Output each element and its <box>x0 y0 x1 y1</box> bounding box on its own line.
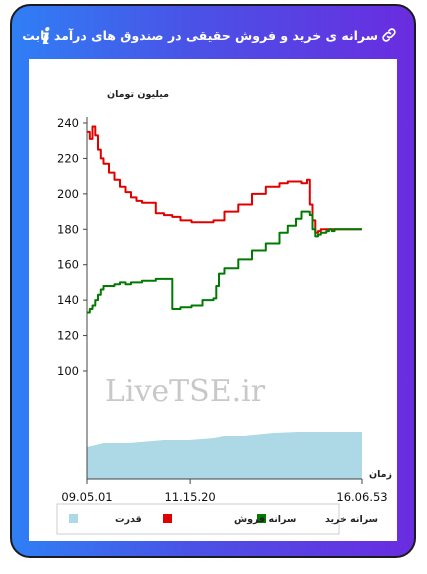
legend-label-buy[interactable]: سرانه خرید <box>325 514 378 525</box>
x-ticks: 09.05.01 11.15.20 16.06.53 <box>61 479 388 504</box>
y-tick-label: 200 <box>57 187 79 201</box>
y-ticks: 100 120 140 160 180 200 220 240 <box>57 116 87 378</box>
legend-swatch-power <box>69 514 78 523</box>
widget-card: سرانه ی خرید و فروش حقیقی در صندوق های د… <box>10 4 416 558</box>
y-axis-label: میلیون تومان <box>107 89 169 100</box>
legend-label-sell[interactable]: سرانه فروش <box>234 514 296 525</box>
power-fill <box>87 432 362 479</box>
x-axis-label: زمان <box>369 469 392 480</box>
y-tick-label: 220 <box>57 151 79 165</box>
chart-svg: میلیون تومان LiveTSE.ir 100 120 140 160 180 2… <box>56 89 392 535</box>
x-tick-label: 09.05.01 <box>61 490 112 504</box>
y-tick-label: 180 <box>57 222 79 236</box>
legend-box <box>56 503 340 535</box>
info-icon[interactable]: i <box>42 24 51 50</box>
link-icon[interactable] <box>380 26 398 44</box>
legend: سرانه خرید سرانه فروش قدرت <box>56 503 378 535</box>
legend-swatch-buy <box>257 514 266 523</box>
y-tick-label: 120 <box>57 329 79 343</box>
card-title: سرانه ی خرید و فروش حقیقی در صندوق های د… <box>22 28 378 43</box>
y-tick-label: 100 <box>57 364 79 378</box>
series-line <box>87 125 362 234</box>
y-tick-label: 160 <box>57 258 79 272</box>
watermark: LiveTSE.ir <box>105 374 266 409</box>
card-header: سرانه ی خرید و فروش حقیقی در صندوق های د… <box>12 6 414 58</box>
legend-swatch-sell <box>163 514 172 523</box>
power-area <box>87 432 362 479</box>
y-tick-label: 240 <box>57 116 79 130</box>
legend-label-power[interactable]: قدرت <box>115 514 142 525</box>
series-line <box>87 210 362 314</box>
x-tick-label: 16.06.53 <box>336 490 387 504</box>
y-tick-label: 140 <box>57 293 79 307</box>
x-tick-label: 11.15.20 <box>165 490 216 504</box>
chart-panel: میلیون تومان LiveTSE.ir 100 120 140 160 180 2… <box>29 59 397 541</box>
series-lines <box>87 125 362 314</box>
